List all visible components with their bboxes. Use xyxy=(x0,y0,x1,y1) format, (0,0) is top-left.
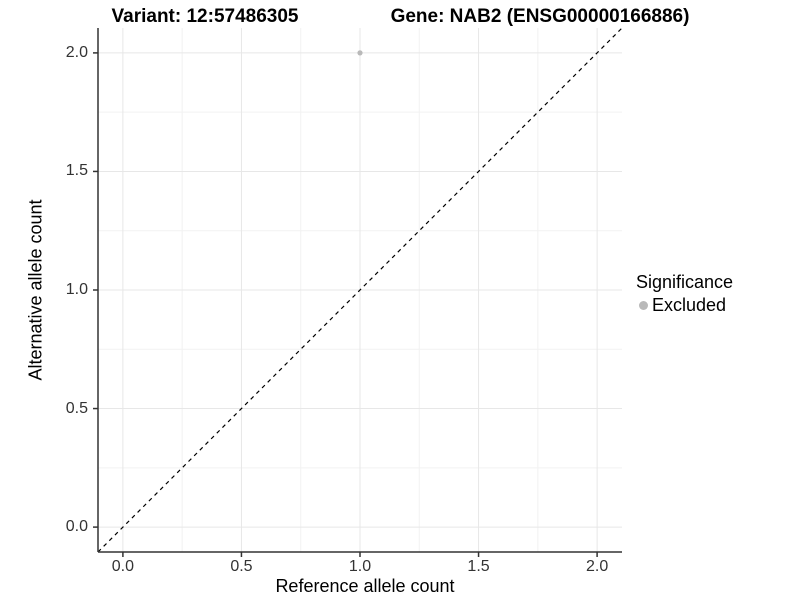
legend-title: Significance xyxy=(636,272,734,292)
x-tick-label: 1.5 xyxy=(467,558,490,575)
plot-title-variant: Variant: 12:57486305 xyxy=(111,6,299,27)
legend: Significance Excluded xyxy=(636,272,733,316)
y-axis-title: Alternative allele count xyxy=(25,199,46,381)
y-tick-label: 0.0 xyxy=(65,518,88,536)
y-tick-label: 2.0 xyxy=(65,43,88,61)
y-tick-label: 1.0 xyxy=(65,281,88,298)
data-point xyxy=(357,50,363,56)
x-tick-label: 0.0 xyxy=(111,558,135,575)
plot-title-gene: Gene: NAB2 (ENSG00000166886) xyxy=(390,6,690,27)
x-tick-label: 1.0 xyxy=(348,558,372,575)
legend-item-excluded: Excluded xyxy=(639,295,733,316)
legend-item-label: Excluded xyxy=(652,295,727,315)
y-tick-label: 1.5 xyxy=(65,162,88,180)
identity-line xyxy=(97,27,623,553)
y-tick-label: 0.5 xyxy=(65,399,88,417)
x-axis-title: Reference allele count xyxy=(275,576,455,596)
x-tick-label: 0.5 xyxy=(230,558,253,575)
excluded-point-icon xyxy=(639,301,648,310)
x-tick-label: 2.0 xyxy=(585,558,609,575)
